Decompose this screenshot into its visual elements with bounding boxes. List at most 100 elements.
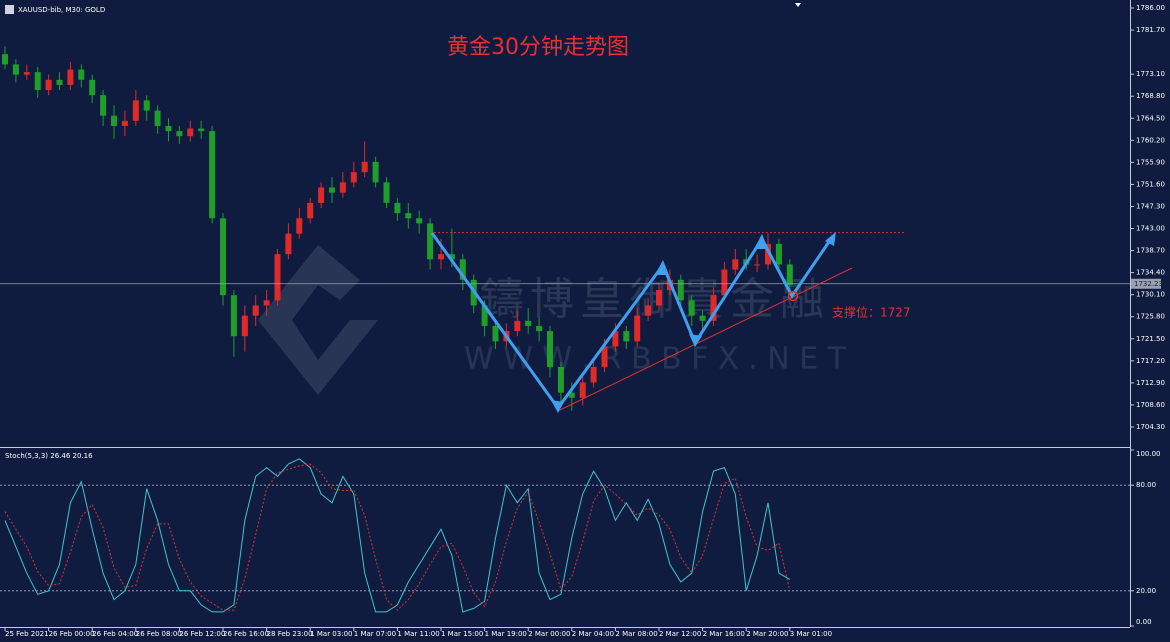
- last-price-label: 1732.23: [1134, 280, 1163, 288]
- candle-body: [547, 331, 553, 367]
- x-tick-label: 26 Feb 12:00: [179, 630, 225, 638]
- shift-marker: [795, 3, 801, 7]
- x-tick-label: 1 Mar 07:00: [354, 630, 396, 638]
- y-tick-label: 100.00: [1136, 450, 1161, 458]
- candle-body: [209, 131, 216, 219]
- last-price-box: [1131, 278, 1161, 289]
- x-tick-label: 26 Feb 08:00: [136, 630, 182, 638]
- candle-body: [350, 172, 357, 183]
- candle-body: [176, 131, 183, 137]
- y-tick-label: 1734.40: [1136, 269, 1165, 277]
- x-tick-label: 26 Feb 04:00: [92, 630, 138, 638]
- candle-body: [78, 69, 85, 80]
- candle-body: [12, 64, 19, 75]
- x-tick-label: 2 Mar 04:00: [572, 630, 614, 638]
- candle-body: [459, 259, 466, 280]
- candle-body: [339, 182, 346, 193]
- drawings: [430, 232, 853, 413]
- candle-body: [111, 115, 117, 126]
- candle-body: [2, 54, 8, 65]
- candle-body: [394, 202, 401, 214]
- candle-body: [263, 300, 270, 306]
- arrow-head: [689, 334, 702, 347]
- stoch-label: Stoch(5,3,3) 26.46 20.16: [5, 452, 93, 460]
- candle-body: [56, 79, 63, 85]
- y-tick-label: 1755.90: [1136, 158, 1165, 166]
- candle-body: [754, 264, 761, 266]
- y-tick-label: 1764.50: [1136, 114, 1165, 122]
- candle-body: [132, 100, 139, 121]
- x-tick-label: 2 Mar 00:00: [528, 630, 570, 638]
- y-tick-label: 0.00: [1136, 618, 1152, 626]
- candle-body: [165, 125, 172, 132]
- x-tick-label: 26 Feb 00:00: [49, 630, 95, 638]
- candle-body: [143, 100, 150, 111]
- candle-body: [710, 295, 717, 321]
- watermark-url: W W W . R B B F X . N E T: [464, 342, 847, 377]
- candle-body: [601, 346, 608, 367]
- candle-body: [274, 254, 281, 301]
- candle-body: [405, 213, 412, 219]
- x-tick-label: 25 Feb 2021: [5, 630, 49, 638]
- x-tick-label: 28 Feb 23:00: [267, 630, 313, 638]
- y-tick-label: 1717.20: [1136, 357, 1165, 365]
- candle-body: [688, 300, 695, 316]
- candle-body: [307, 202, 314, 219]
- candle-body: [579, 382, 586, 398]
- trend-line: [559, 267, 853, 411]
- candle-body: [525, 320, 532, 326]
- candle-body: [252, 305, 259, 316]
- y-tick-label: 1768.80: [1136, 92, 1165, 100]
- candle-body: [198, 128, 205, 132]
- candle-body: [656, 290, 662, 306]
- candle-body: [154, 110, 161, 126]
- candle-body: [536, 325, 543, 332]
- x-tick-label: 2 Mar 20:00: [746, 630, 788, 638]
- x-tick-label: 3 Mar 01:00: [790, 630, 832, 638]
- y-tick-label: 80.00: [1136, 481, 1156, 489]
- candle-body: [372, 161, 379, 183]
- candle-body: [557, 366, 564, 393]
- candle-body: [645, 305, 652, 316]
- arrow-head: [655, 260, 669, 275]
- candle-body: [187, 128, 194, 137]
- x-tick-label: 2 Mar 12:00: [659, 630, 701, 638]
- y-tick-label: 1743.00: [1136, 225, 1165, 233]
- x-tick-label: 2 Mar 16:00: [703, 630, 745, 638]
- stoch-line: [4, 458, 791, 613]
- chart-header: XAUUSD-bib, M30: GOLD: [18, 6, 105, 14]
- candle-body: [492, 325, 499, 342]
- y-tick-label: 1704.30: [1136, 423, 1165, 431]
- candle-body: [45, 79, 52, 91]
- candle-body: [677, 279, 684, 301]
- arrow-head: [551, 400, 564, 413]
- candle-body: [241, 315, 248, 337]
- y-tick-label: 1781.70: [1136, 26, 1165, 34]
- marks: 1786.00 1781.70 1773.10 1768.80 1764.50 1760.…: [0, 4, 1165, 638]
- candle-body: [318, 187, 325, 203]
- candle-body: [775, 243, 782, 265]
- x-tick-label: 1 Mar 19:00: [485, 630, 527, 638]
- candle-body: [732, 259, 739, 270]
- y-tick-label: 1747.30: [1136, 202, 1165, 210]
- candle-body: [89, 79, 96, 96]
- y-tick-label: 1751.60: [1136, 180, 1165, 188]
- watermark-title: 鑄博皇御貴金融: [480, 274, 830, 325]
- candle-body: [383, 182, 390, 203]
- candle-body: [568, 392, 575, 398]
- support-label: 支撑位：1727: [832, 305, 911, 320]
- y-tick-label: 1730.10: [1136, 291, 1165, 299]
- candle-body: [23, 72, 30, 75]
- candle-body: [121, 120, 128, 126]
- candle-body: [285, 233, 292, 255]
- candle-body: [100, 95, 107, 116]
- candle-body: [329, 187, 335, 193]
- y-tick-label: 1721.50: [1136, 335, 1165, 343]
- arrow-head: [754, 234, 768, 249]
- candle-body: [416, 218, 423, 224]
- arrow-head: [825, 232, 836, 246]
- candle-body: [427, 223, 434, 260]
- stoch-line: [4, 463, 791, 611]
